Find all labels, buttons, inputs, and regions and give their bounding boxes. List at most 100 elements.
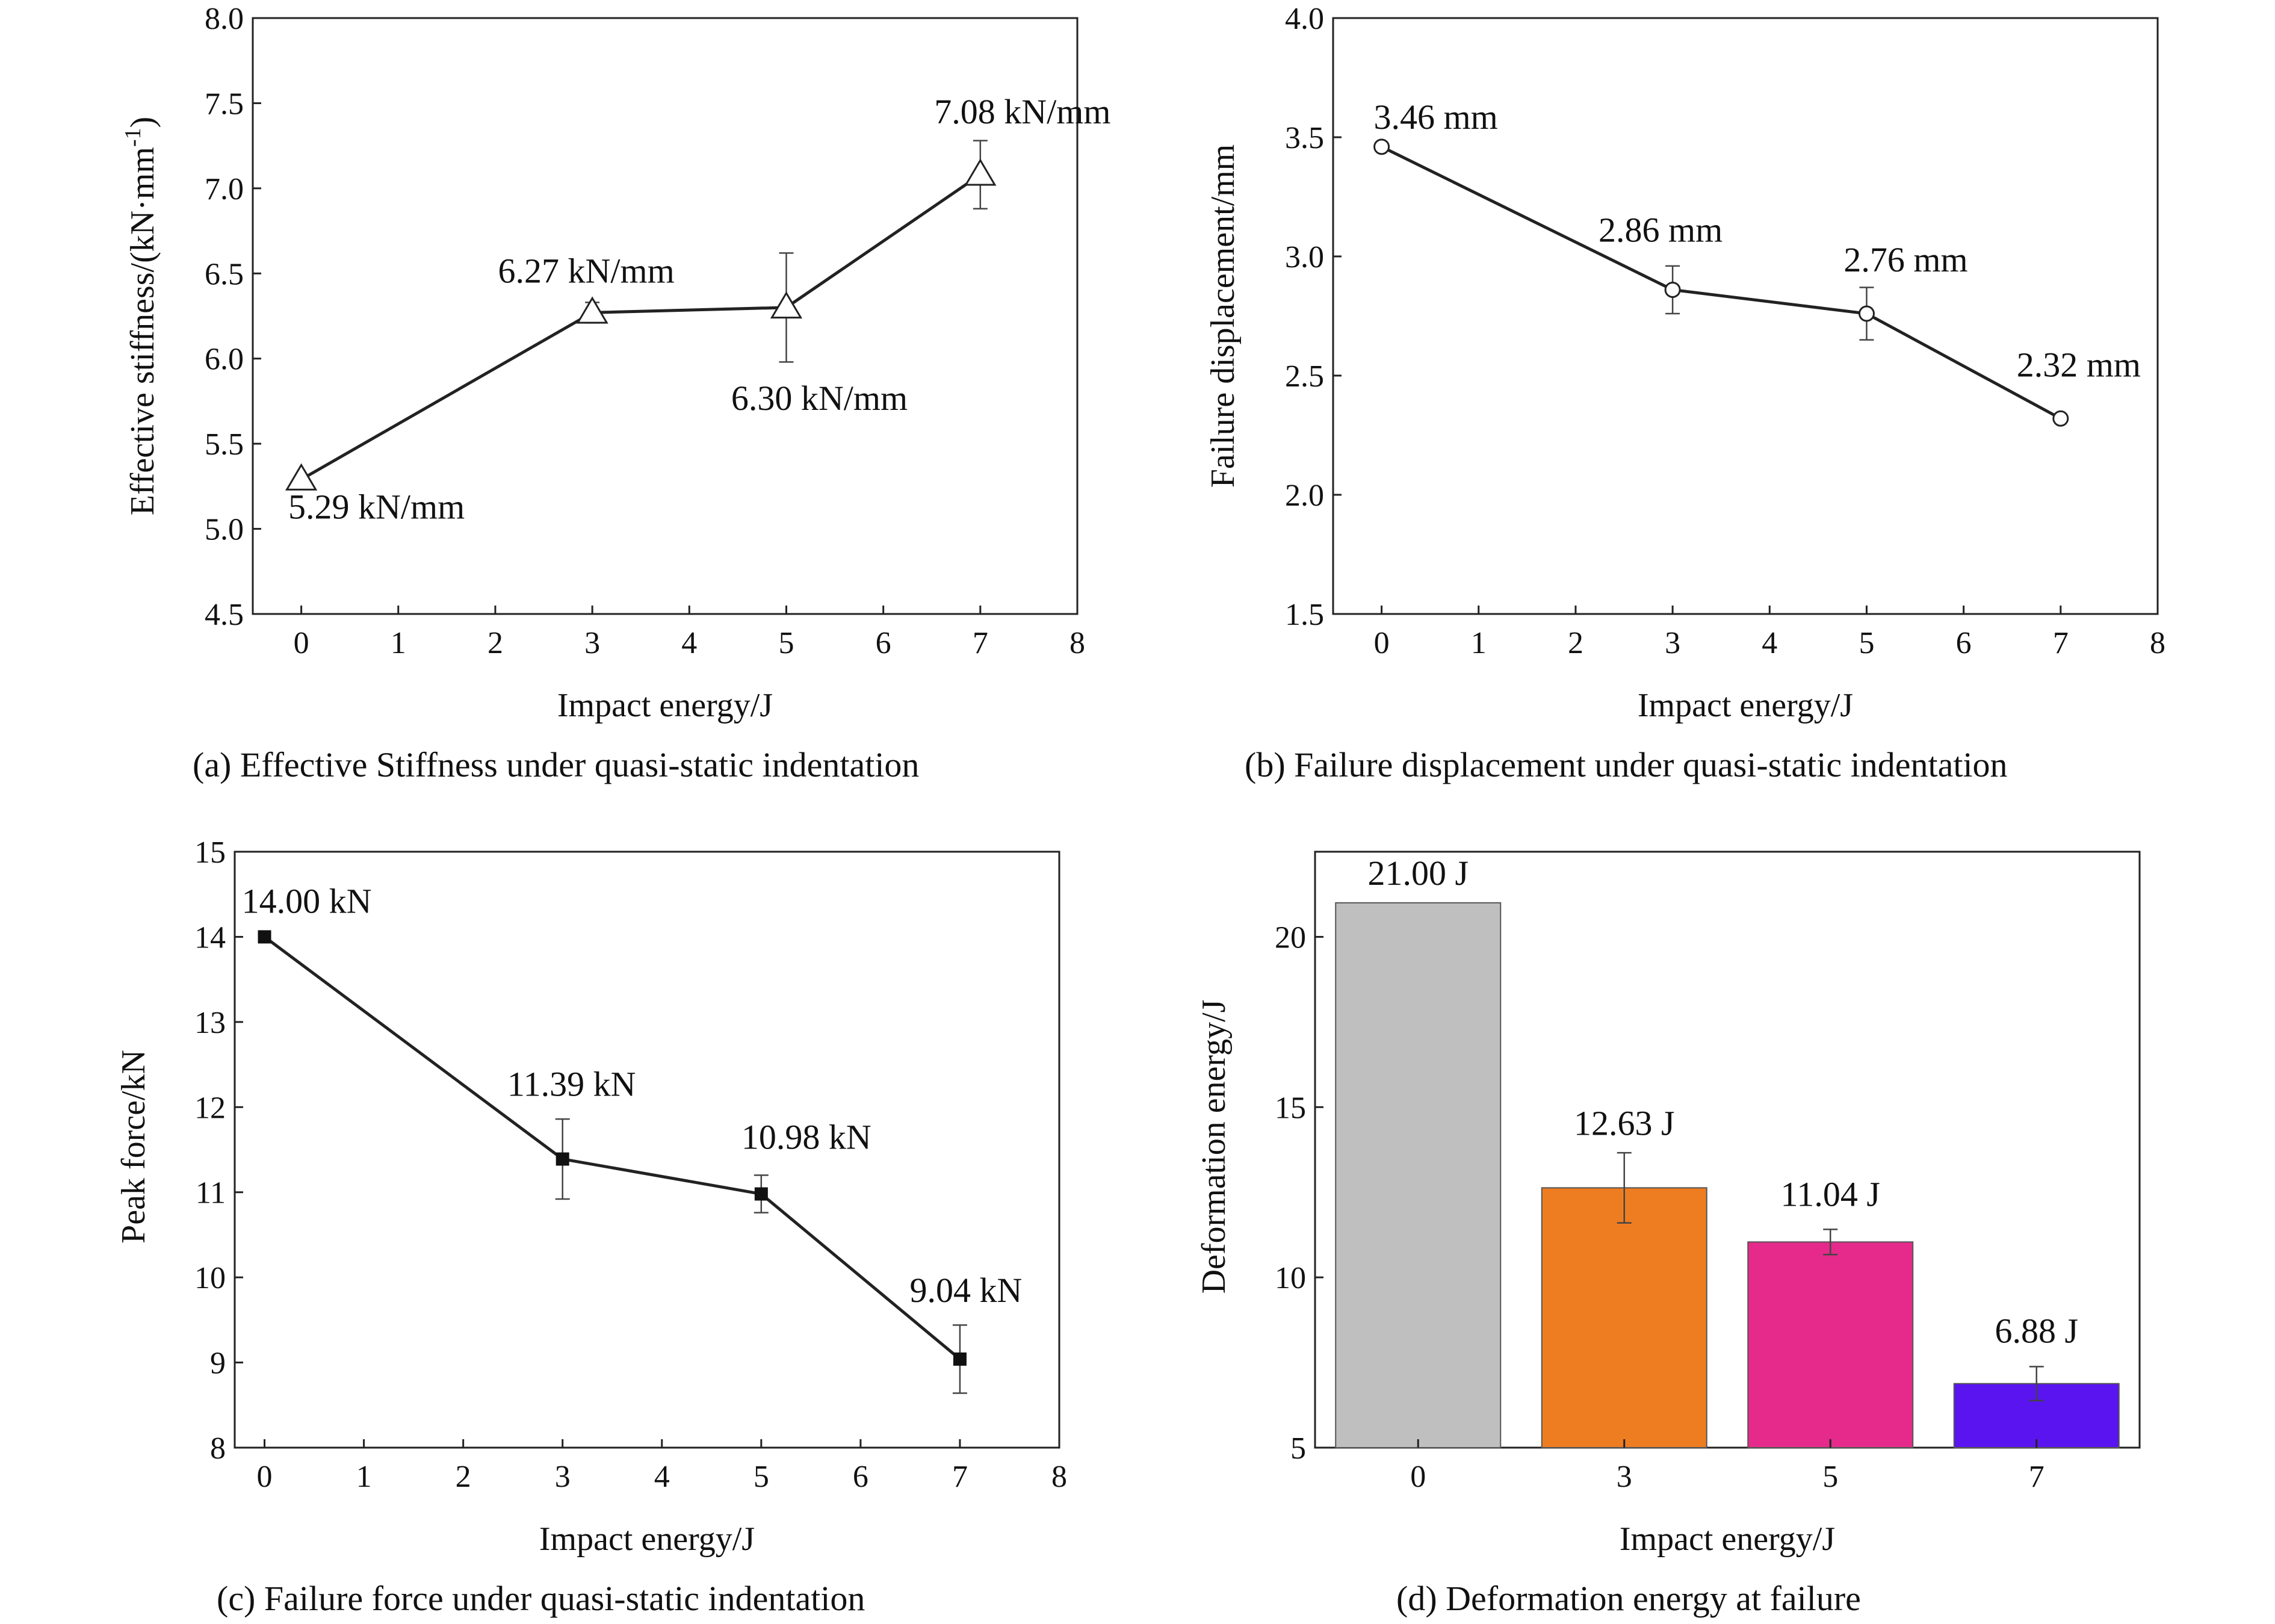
- y-tick-label: 9: [210, 1347, 226, 1381]
- caption-c: (c) Failure force under quasi-static ind…: [217, 1579, 865, 1618]
- x-tick-label: 4: [1762, 626, 1777, 660]
- y-tick-label: 15: [194, 835, 226, 870]
- y-tick-label: 10: [1275, 1261, 1306, 1295]
- x-tick-label: 3: [1617, 1460, 1632, 1494]
- ylabel-d: Deformation energy/J: [1195, 1000, 1233, 1294]
- y-tick-label: 2.0: [1285, 479, 1324, 513]
- xlabel-d: Impact energy/J: [1620, 1520, 1835, 1558]
- data-label: 6.27 kN/mm: [498, 251, 675, 290]
- y-tick-label: 3.0: [1285, 240, 1324, 274]
- data-point: [1858, 305, 1875, 322]
- data-point: [1373, 138, 1390, 155]
- data-label: 12.63 J: [1574, 1103, 1675, 1142]
- x-tick-label: 2: [456, 1460, 471, 1494]
- ylabel-a-tail: ): [124, 117, 161, 128]
- y-tick-label: 14: [194, 920, 226, 955]
- x-tick-label: 0: [1374, 626, 1390, 660]
- x-tick-label: 6: [853, 1460, 868, 1494]
- y-tick-label: 8: [210, 1431, 226, 1466]
- y-tick-label: 1.5: [1285, 598, 1324, 632]
- data-label: 5.29 kN/mm: [288, 488, 465, 527]
- plot-frame: [1332, 17, 2159, 615]
- data-point: [2052, 410, 2069, 427]
- y-tick-label: 6.5: [205, 257, 244, 291]
- data-label: 11.04 J: [1781, 1174, 1880, 1213]
- x-tick-label: 1: [1471, 626, 1487, 660]
- y-tick-label: 7.5: [205, 87, 244, 121]
- x-tick-label: 6: [876, 626, 891, 660]
- x-tick-label: 7: [973, 626, 988, 660]
- xlabel-c: Impact energy/J: [539, 1520, 755, 1558]
- ylabel-a: Effective stiffness/(kN·mm-1): [120, 117, 161, 516]
- y-tick-label: 15: [1275, 1091, 1306, 1125]
- bar: [1335, 902, 1502, 1449]
- ylabel-b: Failure displacement/mm: [1204, 144, 1242, 488]
- y-tick-label: 4.5: [205, 598, 244, 632]
- data-point: [754, 1187, 768, 1201]
- data-label: 6.30 kN/mm: [731, 379, 908, 418]
- x-tick-label: 0: [294, 626, 309, 660]
- panel-a-effective-stiffness: 0 1 2 3 4 5 6 7 8 4.5 5.0 5.5 6.0 6.5 7.0 7.5 8.0 5.29 kN…: [205, 2, 1110, 660]
- y-tick-label: 3.5: [1285, 121, 1324, 155]
- plot-frame: [1314, 851, 2141, 1449]
- x-tick-label: 1: [356, 1460, 372, 1494]
- data-label: 7.08 kN/mm: [934, 92, 1110, 131]
- xlabel-b: Impact energy/J: [1638, 687, 1853, 724]
- x-tick-label: 8: [1051, 1460, 1067, 1494]
- panel-b-failure-displacement: 0 1 2 3 4 5 6 7 8 1.5 2.0 2.5 3.0 3.5 4.0 3.46 mm 2.86 m…: [1285, 2, 2165, 660]
- y-tick-label: 6.0: [205, 342, 244, 377]
- x-tick-label: 7: [2029, 1460, 2044, 1494]
- plot-frame: [234, 851, 1060, 1449]
- x-tick-label: 5: [778, 626, 794, 660]
- x-tick-label: 2: [1568, 626, 1583, 660]
- y-tick-label: 5.5: [205, 427, 244, 462]
- data-point: [770, 291, 803, 319]
- y-tick-label: 11: [196, 1176, 226, 1210]
- x-tick-label: 5: [1859, 626, 1874, 660]
- y-tick-label: 20: [1275, 920, 1306, 955]
- x-tick-label: 4: [654, 1460, 670, 1494]
- x-tick-label: 0: [257, 1460, 273, 1494]
- caption-a: (a) Effective Stiffness under quasi-stat…: [193, 745, 919, 784]
- series-line: [264, 935, 961, 1360]
- y-tick-label: 5.0: [205, 513, 244, 547]
- ylabel-a-sup: -1: [120, 128, 146, 147]
- data-point: [258, 930, 271, 944]
- x-tick-label: 3: [555, 1460, 571, 1494]
- caption-d: (d) Deformation energy at failure: [1396, 1579, 1861, 1618]
- x-tick-label: 8: [1069, 626, 1085, 660]
- y-tick-label: 4.0: [1285, 2, 1324, 36]
- data-point: [285, 463, 318, 491]
- y-tick-label: 5: [1290, 1431, 1306, 1466]
- panel-d-deformation-energy: 5 10 15 20 0 21.00 J 3 12.63 J 5 11.04 J 7 6.88 J: [1275, 851, 2141, 1494]
- data-label: 14.00 kN: [242, 881, 372, 920]
- ylabel-c: Peak force/kN: [115, 1050, 152, 1244]
- series-line: [300, 173, 982, 481]
- xlabel-a: Impact energy/J: [557, 687, 773, 724]
- data-label: 2.32 mm: [2017, 345, 2141, 384]
- data-point: [576, 296, 608, 324]
- x-tick-label: 3: [584, 626, 600, 660]
- data-label: 10.98 kN: [741, 1118, 871, 1157]
- x-tick-label: 3: [1665, 626, 1680, 660]
- plot-frame: [252, 17, 1079, 615]
- data-point: [556, 1152, 569, 1166]
- data-label: 3.46 mm: [1373, 98, 1497, 137]
- series-line: [1381, 145, 2062, 420]
- data-label: 11.39 kN: [507, 1065, 636, 1104]
- x-tick-label: 6: [1956, 626, 1972, 660]
- data-point: [1664, 281, 1681, 298]
- ylabel-a-text: Effective stiffness/(kN·mm: [124, 147, 161, 515]
- bar: [1541, 1187, 1707, 1448]
- data-label: 2.76 mm: [1843, 240, 1967, 279]
- x-tick-label: 7: [2053, 626, 2069, 660]
- x-tick-label: 0: [1410, 1460, 1426, 1494]
- x-tick-label: 2: [488, 626, 503, 660]
- y-tick-label: 2.5: [1285, 359, 1324, 394]
- data-point: [953, 1352, 967, 1366]
- data-label: 2.86 mm: [1599, 210, 1722, 249]
- y-tick-label: 13: [194, 1006, 226, 1040]
- caption-b: (b) Failure displacement under quasi-sta…: [1245, 745, 2008, 784]
